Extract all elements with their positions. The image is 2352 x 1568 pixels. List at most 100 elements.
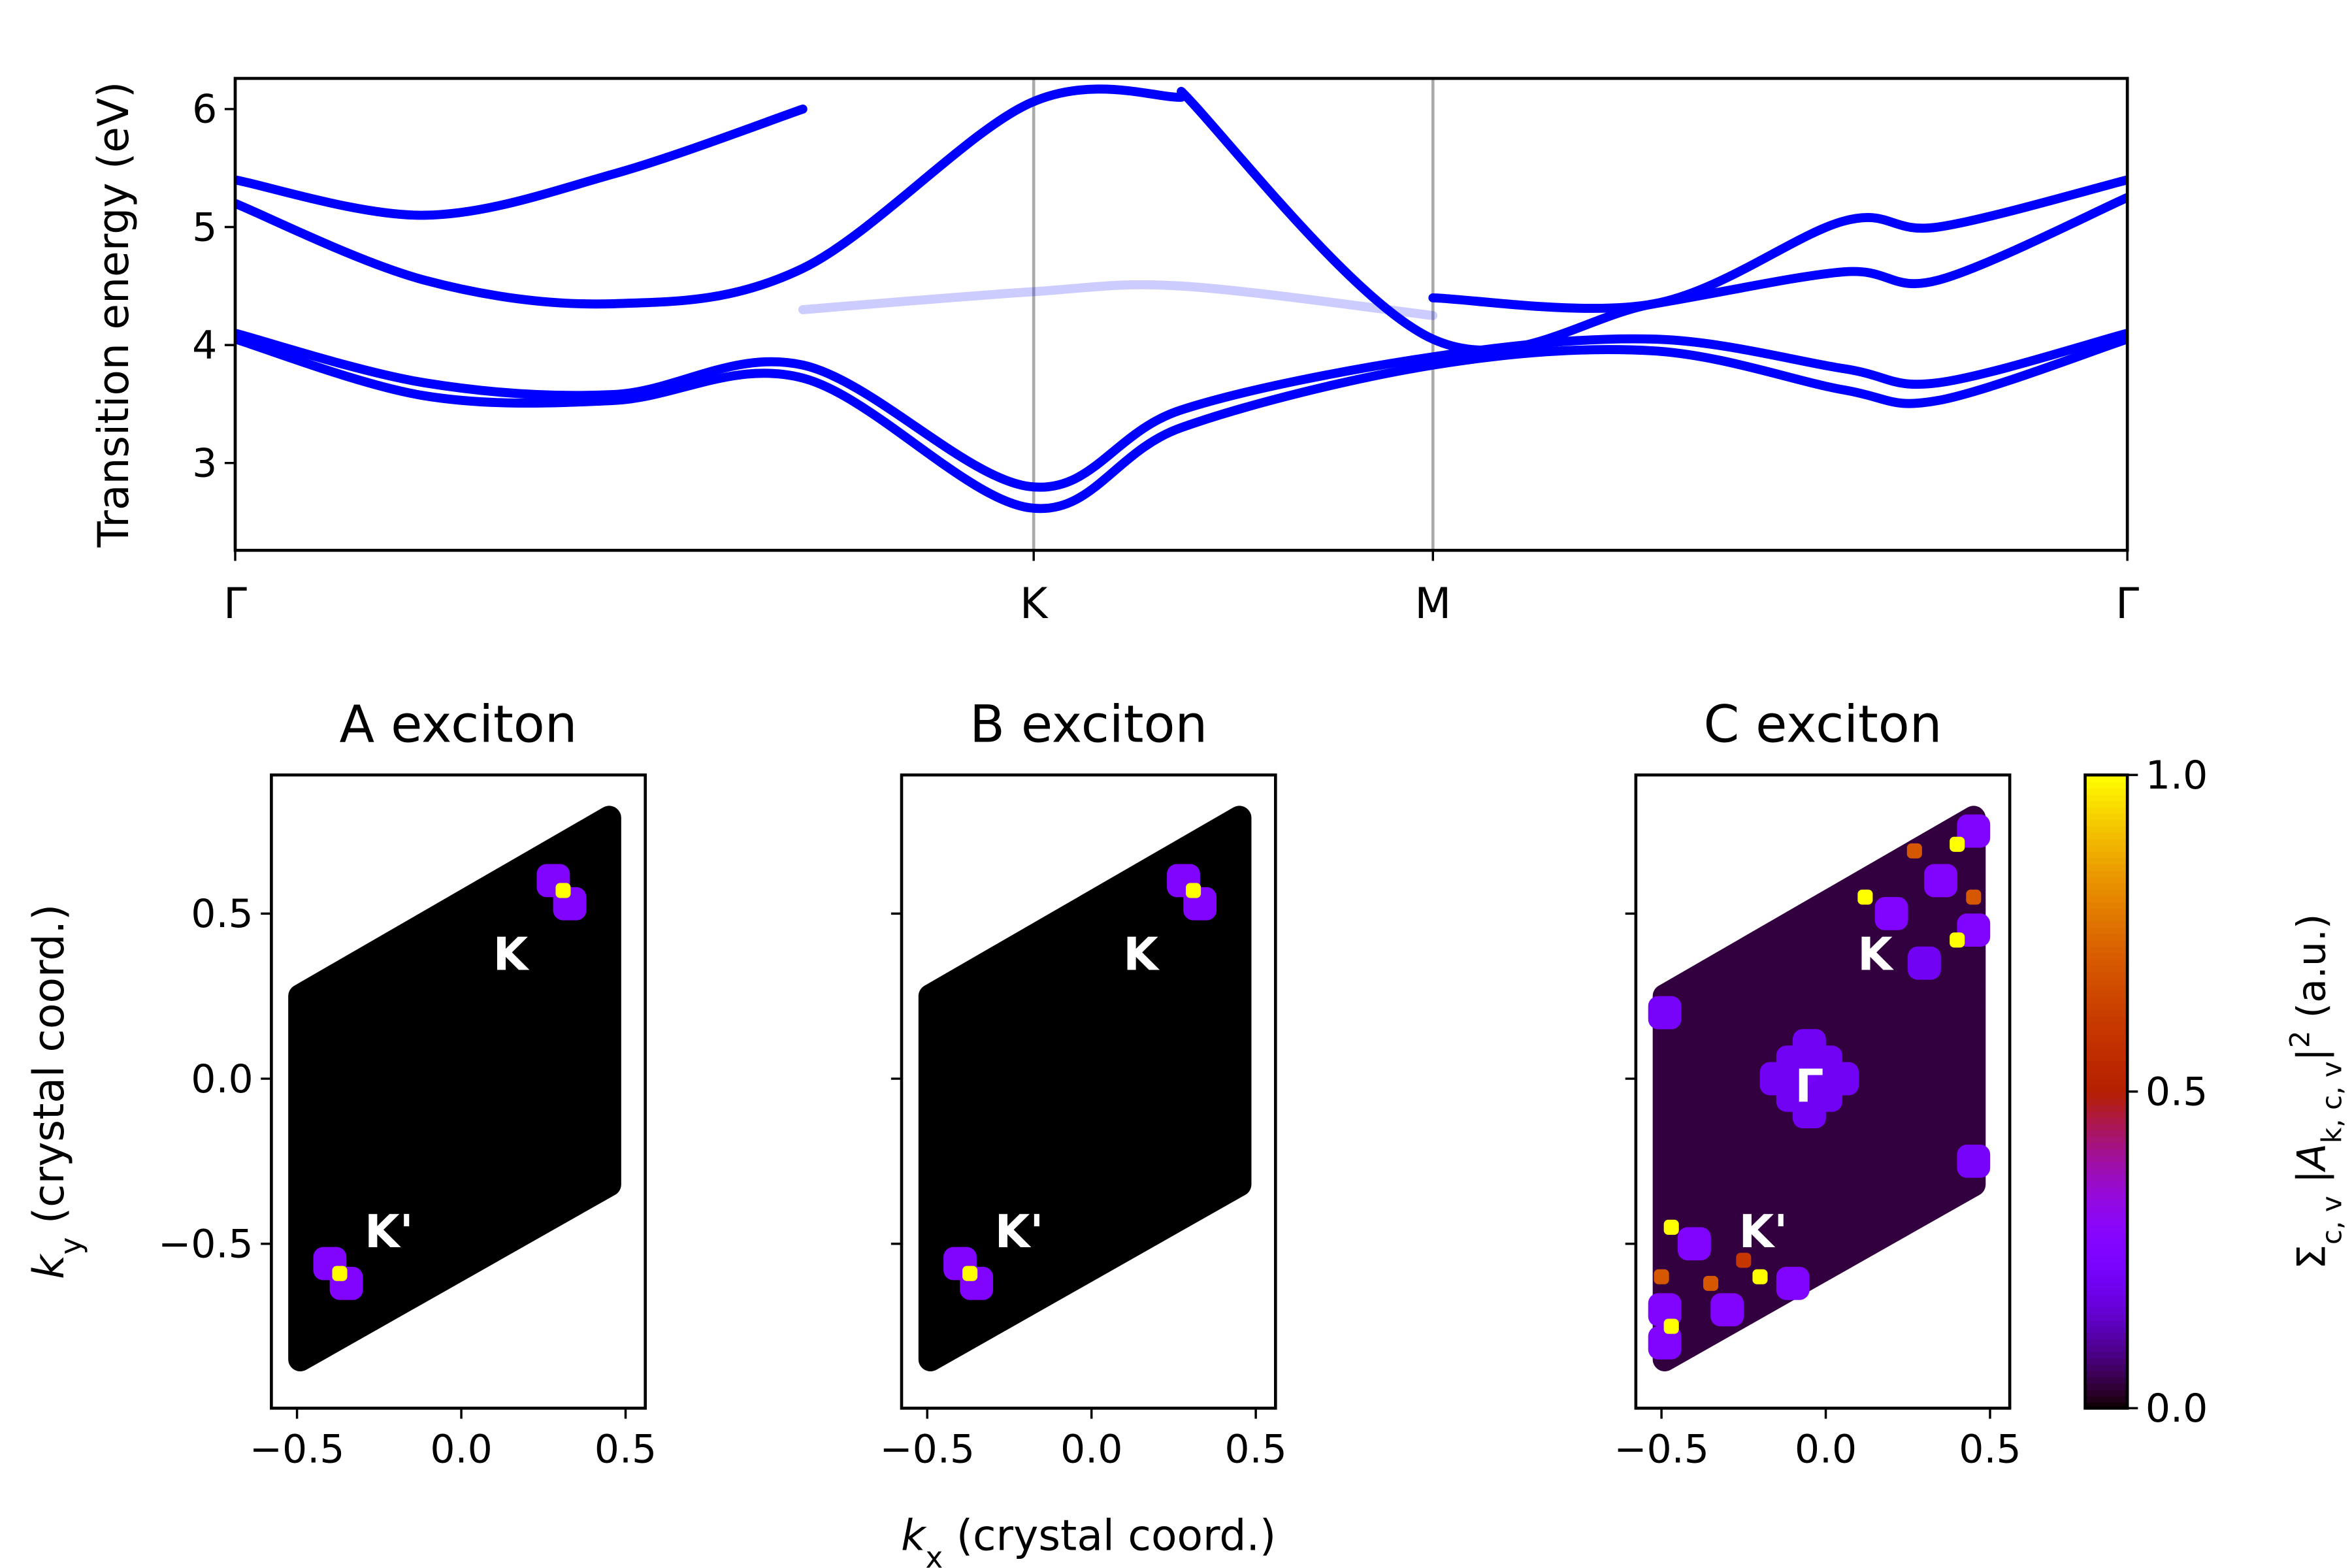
brillouin-zone [288,806,621,1372]
k-point [1792,1029,1826,1062]
label-part: (crystal coord.) [943,1511,1276,1560]
colorbar-step [2085,844,2128,852]
panel-title: B exciton [970,694,1207,754]
colorbar-step [2085,1332,2128,1340]
colorbar-step [2085,1117,2128,1124]
colorbar-step [2085,825,2128,833]
colorbar-step [2085,1186,2128,1194]
colorbar-step [2085,1370,2128,1378]
colorbar-step [2085,1313,2128,1321]
colorbar-step [2085,1218,2128,1226]
colorbar-step [2085,1041,2128,1049]
colorbar-step [2085,863,2128,871]
colorbar-step [2085,1060,2128,1068]
colorbar-step [2085,1142,2128,1150]
k-point [1759,1062,1793,1096]
colorbar-step [2085,902,2128,909]
colorbar-step [2085,1307,2128,1315]
label-part: (a.u.) [2289,914,2334,1031]
colorbar-step [2085,806,2128,814]
colorbar-step [2085,914,2128,922]
k-point [1752,1269,1768,1284]
colorbar-label: Σc, v |Ak, c, v|2 (a.u.) [2283,914,2347,1269]
colorbar-step [2085,1003,2128,1011]
k-point [1776,1266,1810,1300]
plot-frame [233,76,2129,552]
colorbar-step [2085,1243,2128,1251]
x-tick-label: Γ [2115,580,2139,629]
label-part: A [2289,1143,2334,1173]
k-point [1857,889,1873,905]
y-axis-label: Transition energy (eV) [90,82,139,548]
colorbar-step [2085,1079,2128,1086]
plot-frame [270,773,647,1410]
colorbar-step [2085,958,2128,966]
colorbar-step [2085,1376,2128,1384]
band-line [235,84,1186,309]
colorbar-step [2085,787,2128,795]
colorbar-tick-label: 1.0 [2146,753,2208,798]
label-part: x [926,1540,943,1568]
k-point [1710,1293,1744,1327]
band-line [1428,175,2128,313]
k-point [1908,946,1941,980]
k-point [1186,883,1201,898]
colorbar-step [2085,939,2128,947]
k-point [1950,836,1965,852]
x-tick-label: −0.5 [1614,1426,1709,1472]
colorbar-step [2085,775,2128,783]
y-tick-label: 0.0 [191,1056,253,1102]
colorbar-step [2085,977,2128,985]
colorbar-step [2085,1351,2128,1359]
colorbar-step [2085,945,2128,953]
colorbar-step [2085,1028,2128,1036]
k-point [1825,1062,1859,1096]
x-tick-label: K [1020,580,1049,629]
colorbar-step [2085,1294,2128,1301]
colorbar-step [2085,1364,2128,1371]
colorbar-step [2085,1357,2128,1365]
k-point [1663,1318,1679,1334]
x-tick-label: 0.5 [1224,1426,1286,1472]
x-tick-label: 0.5 [595,1426,657,1472]
colorbar-step [2085,819,2128,827]
x-tick-label: M [1414,580,1451,629]
bands [235,84,2128,514]
colorbar-step [2085,1262,2128,1270]
colorbar-step [2085,921,2128,928]
plot-frame [1634,773,2012,1410]
colorbar-step [2085,870,2128,877]
label-part: | [2289,1048,2334,1061]
k-point [1924,864,1957,898]
colorbar-step [2085,1053,2128,1061]
colorbar-step [2085,996,2128,1004]
label-part: Σ [2289,1245,2334,1269]
panel-title: C exciton [1703,694,1942,754]
colorbar-step [2085,1326,2128,1333]
colorbar-step [2085,1110,2128,1118]
k-point [1906,843,1922,858]
colorbar-step [2085,933,2128,941]
label-part: k [25,1253,74,1279]
point-label: K [1123,928,1160,981]
k-point [1966,889,1982,905]
colorbar-step [2085,781,2128,789]
x-tick-label: 0.5 [1959,1426,2021,1472]
y-tick-label: 6 [192,87,217,133]
colorbar-step [2085,1104,2128,1112]
k-point [1654,1269,1669,1284]
colorbar-step [2085,1256,2128,1264]
colorbar-step [2085,1091,2128,1099]
k-point [1663,1219,1679,1235]
k-point [555,883,571,898]
k-point [332,1266,348,1281]
colorbar-step [2085,1319,2128,1327]
point-label: K [493,928,530,981]
k-point [1648,996,1682,1030]
band-line [235,329,2128,492]
k-point [1957,814,1991,848]
x-tick-label: 0.0 [1060,1426,1122,1472]
colorbar-step [2085,1047,2128,1054]
k-point [1736,1252,1752,1268]
